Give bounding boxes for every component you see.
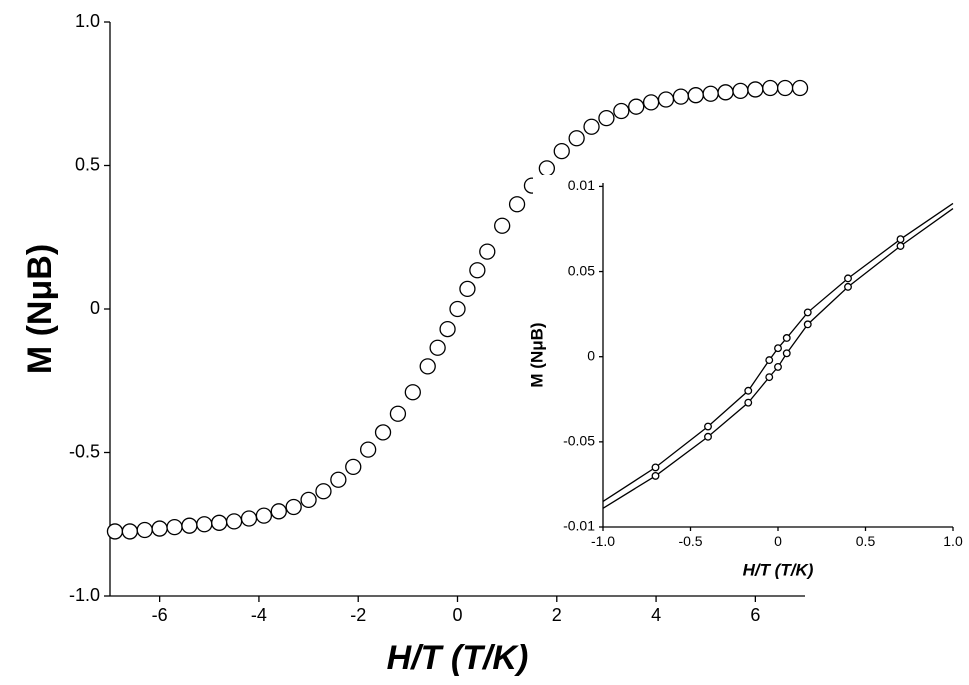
data-point	[255, 507, 273, 524]
data-point	[121, 523, 139, 540]
data-point	[672, 88, 690, 105]
data-point	[583, 118, 600, 135]
data-point	[508, 196, 526, 213]
y-tick-label: 0.05	[568, 262, 595, 278]
data-point	[553, 142, 570, 160]
data-point	[642, 94, 660, 111]
data-point	[330, 471, 347, 488]
y-tick-label: 0.5	[75, 154, 100, 174]
y-tick-label: 0	[587, 347, 595, 363]
data-point	[196, 516, 213, 533]
y-axis-label: M (NμB)	[527, 322, 546, 387]
data-point	[270, 503, 287, 520]
y-tick-label: -1.0	[69, 585, 100, 605]
x-tick-label: 0	[452, 605, 462, 625]
y-tick-label: -0.5	[69, 441, 100, 461]
data-point	[494, 217, 511, 234]
data-point	[613, 102, 630, 120]
data-point	[651, 463, 660, 472]
data-point	[744, 398, 753, 407]
data-point	[459, 280, 476, 298]
data-point	[628, 98, 645, 115]
data-point	[765, 373, 774, 382]
data-point	[429, 339, 446, 356]
x-tick-label: -1.0	[591, 533, 615, 549]
data-point	[598, 109, 615, 127]
x-tick-label: -4	[251, 605, 267, 625]
data-point	[285, 498, 302, 516]
x-tick-label: 4	[651, 605, 661, 625]
data-point	[568, 130, 585, 147]
data-point	[389, 405, 407, 422]
x-axis-label: H/T (T/K)	[743, 560, 814, 579]
data-point	[774, 344, 782, 353]
data-point	[657, 91, 675, 108]
x-tick-label: -0.5	[678, 533, 702, 549]
data-point	[651, 471, 660, 480]
data-point	[704, 422, 712, 431]
data-point	[345, 458, 362, 476]
data-point	[404, 384, 421, 401]
data-point	[844, 282, 852, 291]
data-point	[479, 243, 496, 260]
data-point	[225, 513, 243, 530]
data-point	[151, 520, 168, 537]
main-chart: 1.0 0.5 0 -0.5 -1.0 -6 -4 -2 0 2 4 6 H/T (T/K) M (NμB…	[21, 11, 809, 677]
x-tick-label: 0.5	[856, 533, 876, 549]
data-point	[744, 386, 753, 395]
y-tick-label: 0	[90, 298, 100, 318]
data-point	[359, 441, 377, 458]
data-point	[166, 518, 183, 536]
data-point	[765, 356, 774, 365]
data-point	[538, 160, 556, 177]
x-tick-label: 0	[774, 533, 782, 549]
data-point	[419, 358, 436, 375]
y-tick-label: 1.0	[75, 11, 100, 31]
data-point	[782, 334, 791, 342]
data-point	[732, 82, 749, 100]
data-point	[782, 349, 791, 358]
data-point	[896, 242, 905, 250]
y-axis-label: M (NμB)	[21, 244, 59, 374]
data-point	[439, 320, 456, 338]
x-tick-label: -6	[152, 605, 168, 625]
data-point	[469, 262, 486, 279]
data-point	[717, 84, 734, 101]
y-tick-label: 0.01	[568, 177, 595, 193]
data-point	[803, 320, 812, 329]
data-point	[762, 79, 779, 97]
data-point	[300, 491, 317, 509]
data-point	[315, 483, 332, 500]
data-point	[374, 424, 392, 441]
data-point	[181, 517, 198, 534]
x-tick-label: 1.0	[943, 533, 963, 549]
data-point	[240, 510, 258, 527]
x-tick-label: 2	[552, 605, 562, 625]
x-tick-label: -2	[350, 605, 366, 625]
x-tick-label: 6	[750, 605, 760, 625]
data-point	[844, 274, 852, 283]
y-tick-label: -0.05	[563, 433, 595, 449]
data-point	[136, 521, 153, 539]
y-tick-label: -0.01	[563, 518, 595, 534]
x-axis-label: H/T (T/K)	[387, 639, 529, 677]
data-point	[687, 87, 704, 104]
data-point	[449, 300, 466, 318]
data-point	[791, 79, 809, 97]
data-point	[776, 79, 794, 97]
data-point	[774, 362, 782, 371]
inset-background	[533, 175, 968, 594]
inset-chart: 0.01 0.05 0 -0.05 -0.01-1.0 -0.5 0 0.5 1.0 H/T (T…	[527, 175, 968, 594]
data-point	[803, 308, 812, 317]
data-point	[896, 235, 905, 244]
data-point	[702, 85, 719, 102]
data-point	[211, 514, 228, 531]
data-point	[106, 523, 124, 540]
data-point	[747, 81, 764, 98]
data-point	[704, 432, 712, 441]
